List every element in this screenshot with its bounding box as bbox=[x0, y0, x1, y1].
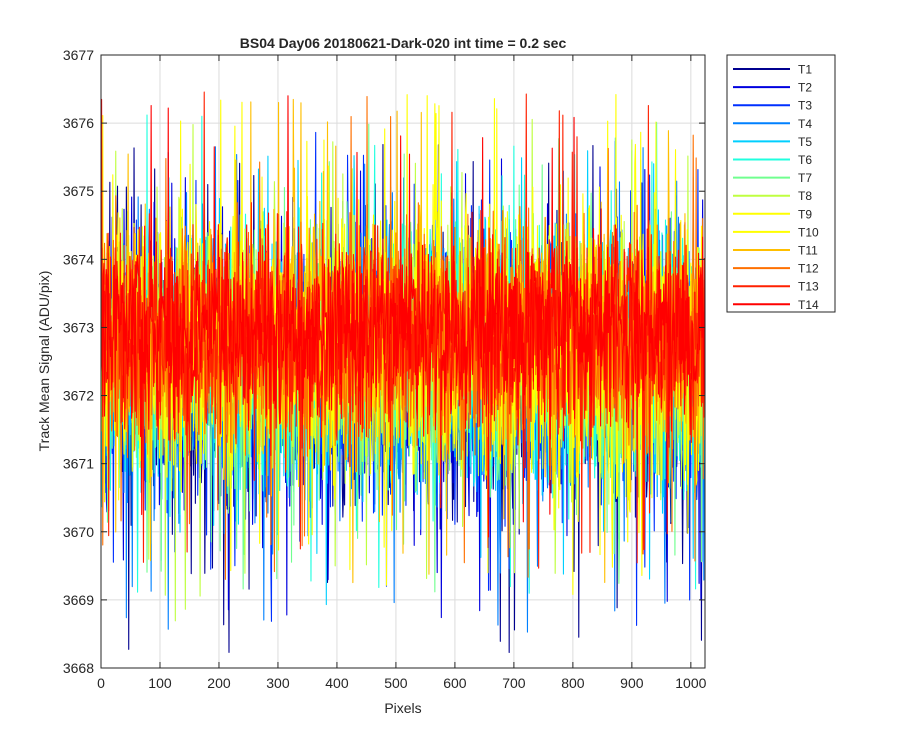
x-tick-label: 100 bbox=[148, 675, 172, 691]
y-tick-label: 3670 bbox=[63, 524, 94, 540]
y-tick-label: 3671 bbox=[63, 456, 94, 472]
series-line-t14 bbox=[101, 95, 705, 538]
x-tick-label: 800 bbox=[561, 675, 585, 691]
y-tick-label: 3673 bbox=[63, 319, 94, 335]
x-tick-label: 500 bbox=[384, 675, 408, 691]
x-tick-label: 400 bbox=[325, 675, 349, 691]
chart-title: BS04 Day06 20180621-Dark-020 int time = … bbox=[240, 35, 567, 51]
x-tick-label: 200 bbox=[207, 675, 231, 691]
y-tick-label: 3672 bbox=[63, 388, 94, 404]
y-tick-label: 3676 bbox=[63, 115, 94, 131]
x-tick-label: 900 bbox=[620, 675, 644, 691]
legend-label-t9: T9 bbox=[798, 207, 812, 221]
legend-label-t14: T14 bbox=[798, 298, 819, 312]
series-layer bbox=[101, 91, 705, 653]
legend-label-t10: T10 bbox=[798, 225, 819, 239]
x-tick-label: 300 bbox=[266, 675, 290, 691]
legend-label-t5: T5 bbox=[798, 135, 812, 149]
y-ticks: 3668 3669 3670 3671 3672 3673 3674 3675 3676 3677 bbox=[63, 47, 705, 676]
legend-label-t11: T11 bbox=[798, 244, 818, 258]
legend-label-t3: T3 bbox=[798, 99, 812, 113]
y-tick-label: 3668 bbox=[63, 660, 94, 676]
axes-box bbox=[100, 54, 706, 669]
x-axis-label: Pixels bbox=[384, 700, 421, 716]
legend-label-t1: T1 bbox=[798, 63, 812, 77]
x-tick-label: 1000 bbox=[675, 675, 706, 691]
y-tick-label: 3677 bbox=[63, 47, 94, 63]
legend-label-t7: T7 bbox=[798, 171, 812, 185]
legend-label-t6: T6 bbox=[798, 153, 812, 167]
y-axis-label: Track Mean Signal (ADU/pix) bbox=[36, 271, 52, 452]
legend: T1 T2 T3 T4 T5 T6 T7 T8 T9 T10 T11 T12 T13 T14 bbox=[726, 54, 836, 313]
legend-label-t12: T12 bbox=[798, 262, 819, 276]
y-tick-label: 3669 bbox=[63, 592, 94, 608]
x-tick-label: 700 bbox=[502, 675, 526, 691]
legend-label-t13: T13 bbox=[798, 280, 819, 294]
legend-label-t8: T8 bbox=[798, 189, 812, 203]
y-tick-label: 3674 bbox=[63, 251, 94, 267]
legend-box bbox=[726, 54, 836, 313]
x-tick-label: 0 bbox=[97, 675, 105, 691]
y-tick-label: 3675 bbox=[63, 183, 94, 199]
legend-label-t4: T4 bbox=[798, 117, 812, 131]
x-ticks: 0 100 200 300 400 500 600 700 800 900 1000 bbox=[97, 55, 707, 691]
x-tick-label: 600 bbox=[443, 675, 467, 691]
legend-label-t2: T2 bbox=[798, 81, 812, 95]
